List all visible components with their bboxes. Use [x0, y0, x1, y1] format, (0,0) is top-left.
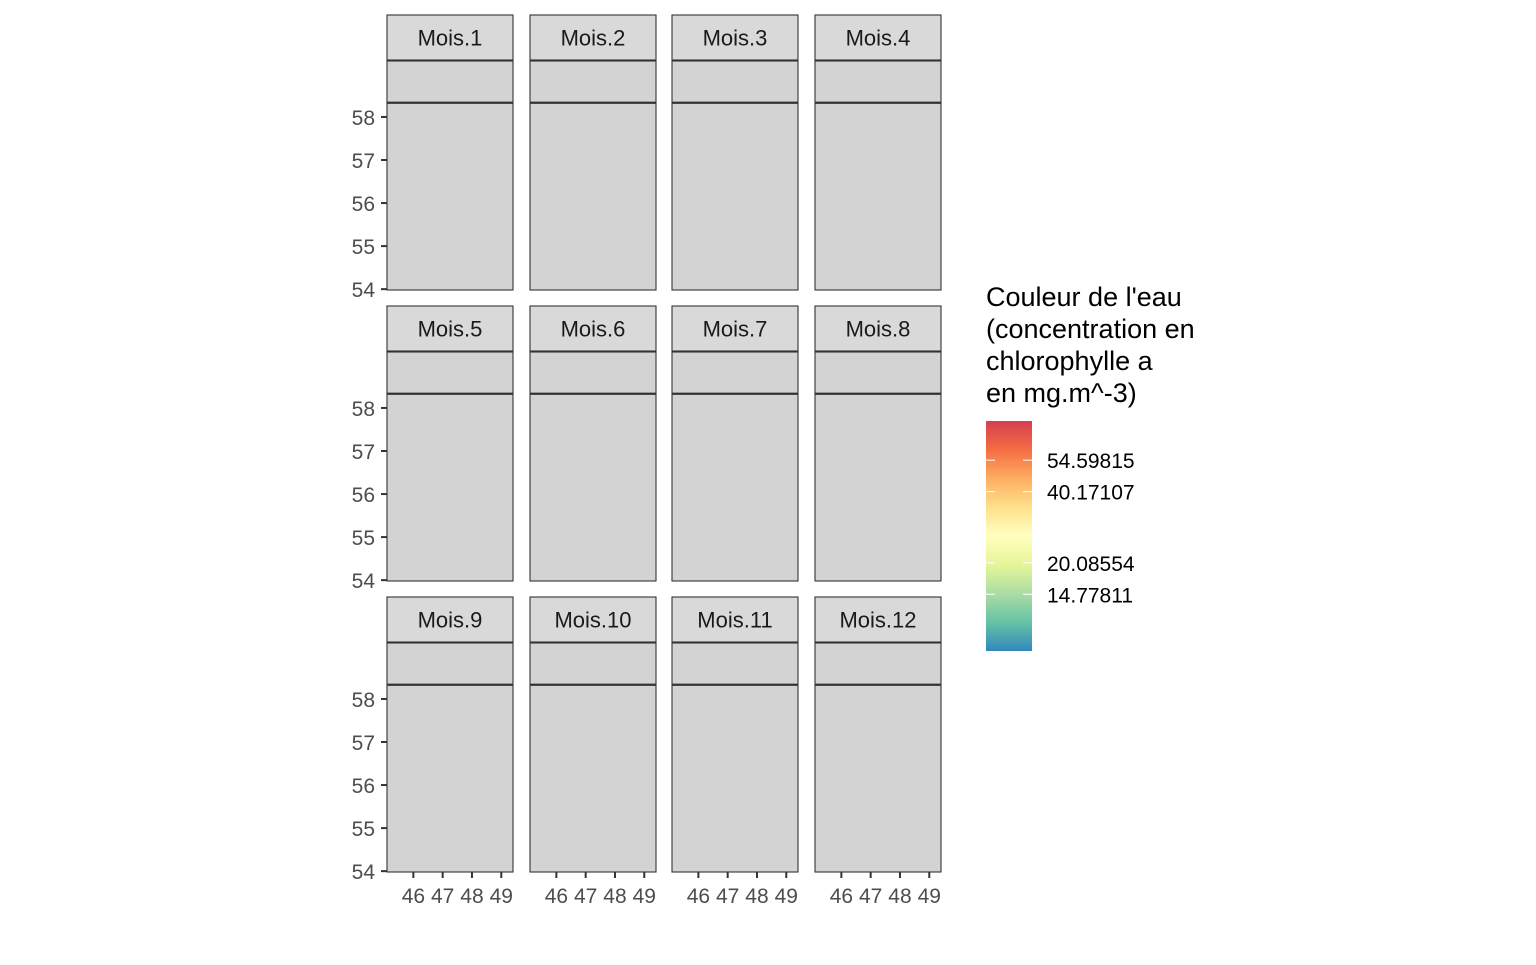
facet-panel: Mois.7	[671, 305, 799, 582]
x-tick-label: 46	[687, 885, 710, 908]
panel-background	[814, 60, 942, 291]
legend-title-line: en mg.m^-3)	[986, 378, 1137, 408]
x-tick-label: 49	[775, 885, 798, 908]
legend-break-label: 40.17107	[1047, 482, 1135, 505]
legend-break-label: 20.08554	[1047, 553, 1135, 576]
facet-strip-label: Mois.11	[697, 608, 772, 633]
x-tick-label: 48	[603, 885, 626, 908]
facet-panel: Mois.12 46 47 48 49	[814, 596, 942, 908]
facet-strip	[671, 305, 799, 352]
y-tick-label: 54	[352, 570, 376, 593]
y-tick-label: 54	[352, 279, 376, 302]
panel-background	[386, 351, 514, 582]
x-tick-label: 48	[460, 885, 483, 908]
y-tick-label: 57	[352, 150, 375, 173]
facet-panel: Mois.11 46 47 48 49	[671, 596, 799, 908]
facet-strip-label: Mois.6	[561, 317, 626, 342]
facet-strip	[386, 596, 514, 643]
x-tick-label: 46	[830, 885, 853, 908]
facet-panel: Mois.3	[671, 14, 799, 291]
facet-panel: Mois.9 54 55 56 57 58 46 47 48 49	[352, 596, 514, 908]
y-tick-label: 54	[352, 861, 376, 884]
facet-panel: Mois.4	[814, 14, 942, 291]
facet-strip-label: Mois.5	[418, 317, 483, 342]
y-tick-label: 58	[352, 689, 375, 712]
facet-strip-label: Mois.2	[561, 26, 626, 51]
x-tick-label: 49	[918, 885, 941, 908]
panel-background	[814, 351, 942, 582]
y-tick-label: 56	[352, 775, 375, 798]
panel-background	[671, 60, 799, 291]
facet-strip	[814, 596, 942, 643]
panel-background	[529, 60, 657, 291]
facet-strip	[529, 305, 657, 352]
x-tick-label: 47	[859, 885, 882, 908]
y-tick-label: 58	[352, 107, 375, 130]
legend-color-bar	[986, 421, 1032, 651]
y-tick-label: 55	[352, 527, 375, 550]
x-tick-label: 48	[888, 885, 911, 908]
x-tick-label: 49	[490, 885, 513, 908]
facet-strip	[671, 14, 799, 61]
panel-background	[386, 60, 514, 291]
x-tick-label: 46	[545, 885, 568, 908]
panel-background	[529, 351, 657, 582]
facet-strip-label: Mois.3	[703, 26, 768, 51]
y-tick-label: 56	[352, 484, 375, 507]
panel-background	[529, 642, 657, 873]
y-tick-label: 55	[352, 818, 375, 841]
facet-strip	[671, 596, 799, 643]
facet-strip-label: Mois.10	[554, 608, 631, 633]
facet-strip-label: Mois.7	[703, 317, 768, 342]
facet-panel: Mois.8	[814, 305, 942, 582]
facet-strip	[529, 596, 657, 643]
panel-background	[814, 642, 942, 873]
facet-panel: Mois.1 54 55 56 57 58	[352, 14, 514, 302]
facet-strip-label: Mois.1	[418, 26, 483, 51]
x-tick-label: 48	[745, 885, 768, 908]
facet-panel: Mois.2	[529, 14, 657, 291]
facet-strip	[529, 14, 657, 61]
y-tick-label: 56	[352, 193, 375, 216]
legend-title-line: (concentration en	[986, 314, 1195, 344]
y-tick-label: 57	[352, 441, 375, 464]
facet-panel: Mois.5 54 55 56 57 58	[352, 305, 514, 593]
facet-strip-label: Mois.12	[839, 608, 916, 633]
x-tick-label: 47	[574, 885, 597, 908]
panel-background	[386, 642, 514, 873]
legend-title-line: Couleur de l'eau	[986, 282, 1182, 312]
facet-strip	[814, 14, 942, 61]
y-tick-label: 55	[352, 236, 375, 259]
x-tick-label: 49	[633, 885, 656, 908]
x-tick-label: 47	[716, 885, 739, 908]
color-legend: Couleur de l'eau(concentration enchlorop…	[986, 282, 1195, 651]
x-tick-label: 46	[402, 885, 425, 908]
legend-break-label: 54.59815	[1047, 450, 1135, 473]
facet-strip-label: Mois.9	[418, 608, 483, 633]
facet-strip-label: Mois.8	[846, 317, 911, 342]
legend-title-line: chlorophylle a	[986, 346, 1154, 376]
facet-strip	[386, 14, 514, 61]
facet-panel: Mois.10 46 47 48 49	[529, 596, 657, 908]
facet-strip	[386, 305, 514, 352]
facet-strip	[814, 305, 942, 352]
x-tick-label: 47	[431, 885, 454, 908]
facet-strip-label: Mois.4	[846, 26, 911, 51]
facet-panel: Mois.6	[529, 305, 657, 582]
y-tick-label: 58	[352, 398, 375, 421]
legend-break-label: 14.77811	[1047, 584, 1133, 607]
panel-background	[671, 351, 799, 582]
facet-panels: Mois.1 54 55 56 57 58 Mois.2 Mois.3 Mois.4 Mois.5…	[352, 14, 942, 908]
y-tick-label: 57	[352, 732, 375, 755]
panel-background	[671, 642, 799, 873]
